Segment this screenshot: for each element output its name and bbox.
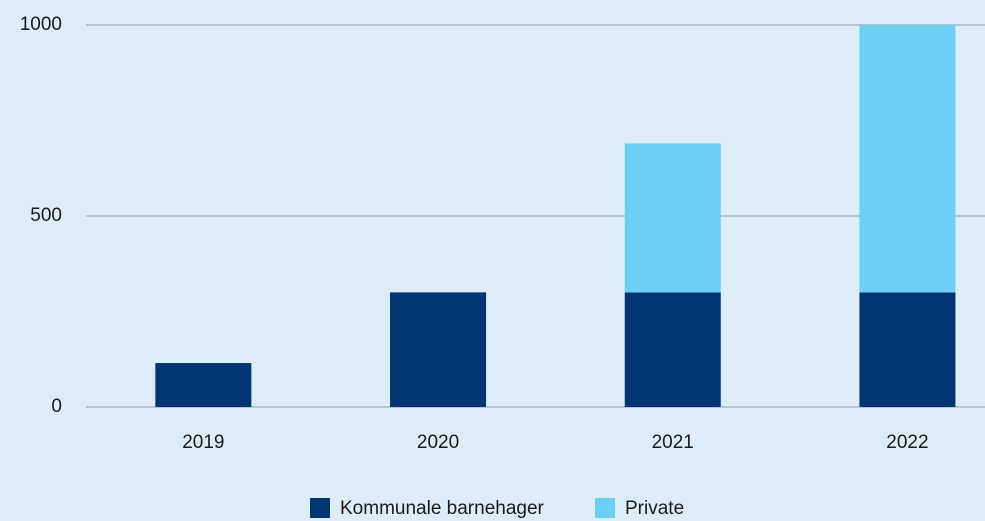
x-tick-label: 2022 bbox=[886, 432, 928, 453]
bar-segment bbox=[859, 292, 956, 407]
x-tick-label: 2020 bbox=[417, 432, 459, 453]
bar-segment bbox=[390, 292, 487, 407]
y-tick-label: 0 bbox=[51, 396, 62, 417]
bar-segment bbox=[624, 292, 721, 407]
x-tick-label: 2021 bbox=[652, 432, 694, 453]
legend-swatch bbox=[595, 498, 615, 518]
bar-segment bbox=[859, 25, 956, 293]
legend-label: Kommunale barnehager bbox=[340, 498, 545, 519]
bar-segment bbox=[155, 363, 252, 407]
legend-label: Private bbox=[625, 498, 684, 519]
x-tick-label: 2019 bbox=[182, 432, 224, 453]
legend-swatch bbox=[310, 498, 330, 518]
y-tick-label: 1000 bbox=[20, 14, 62, 35]
y-tick-label: 500 bbox=[30, 205, 62, 226]
bar-segment bbox=[624, 143, 721, 293]
